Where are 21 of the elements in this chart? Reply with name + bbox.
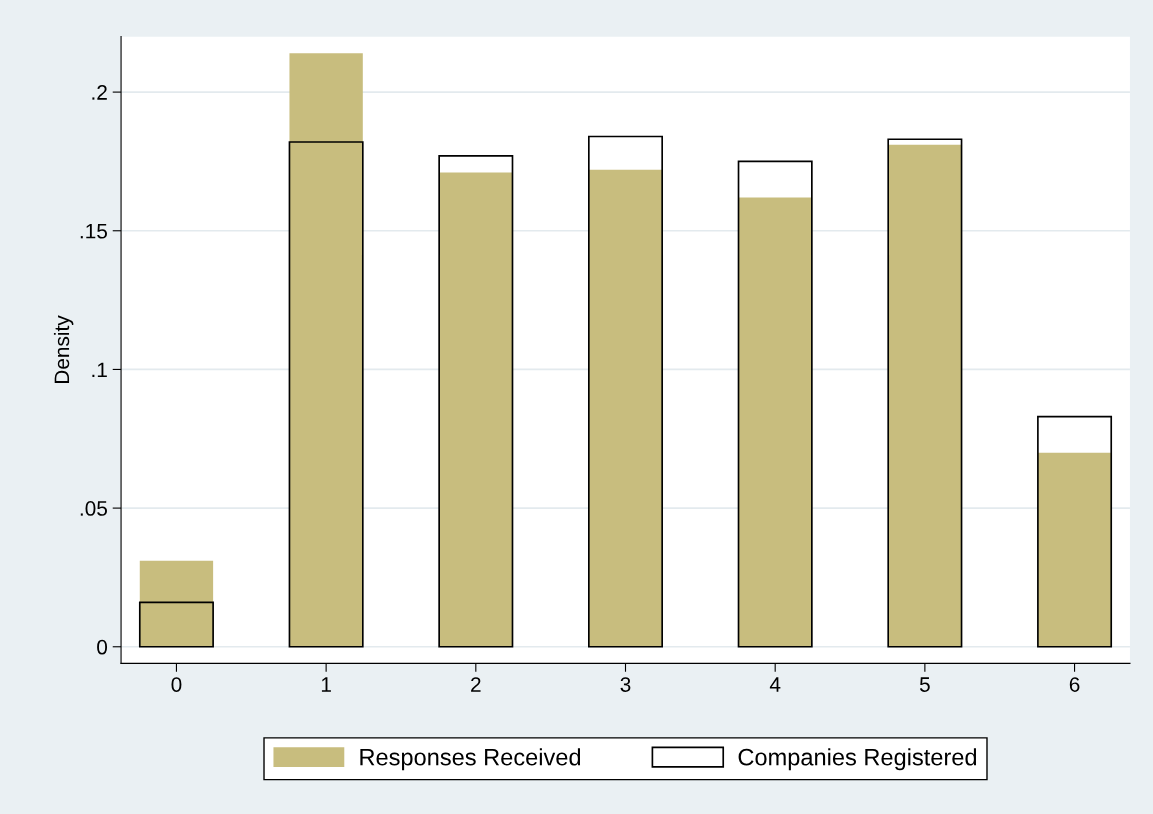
x-tick-label: 0 xyxy=(171,677,182,692)
x-tick-label: 2 xyxy=(471,677,481,692)
y-tick-label: .1 xyxy=(92,362,107,377)
y-axis-title: Density xyxy=(53,315,74,384)
bar xyxy=(1037,452,1112,647)
legend-label: Companies Registered xyxy=(738,748,977,771)
x-tick-label: 1 xyxy=(321,677,331,692)
y-tick-label: .05 xyxy=(80,501,107,516)
y-tick-label: .15 xyxy=(80,223,107,239)
x-tick-label: 6 xyxy=(1069,677,1080,692)
bar xyxy=(289,53,363,647)
bar xyxy=(139,560,214,647)
x-tick-label: 3 xyxy=(620,677,631,692)
bar xyxy=(138,601,214,648)
bar xyxy=(1037,415,1113,648)
x-tick-label: 5 xyxy=(919,677,930,692)
legend-label: Responses Received xyxy=(360,748,581,771)
y-tick-label: .2 xyxy=(92,85,107,100)
y-tick-label: 0 xyxy=(97,639,108,655)
x-tick-label: 4 xyxy=(769,677,781,692)
bar xyxy=(288,141,364,648)
